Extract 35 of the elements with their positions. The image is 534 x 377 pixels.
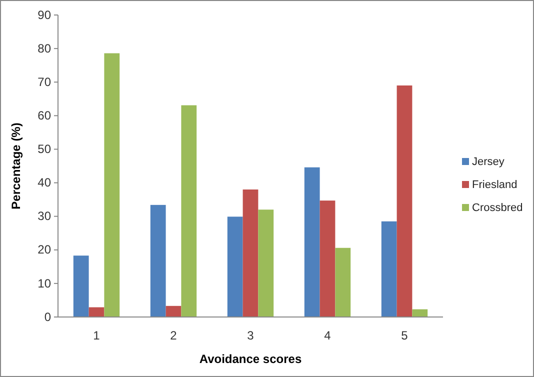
legend-label: Friesland xyxy=(472,179,518,191)
bar xyxy=(320,200,336,317)
bar xyxy=(381,221,397,317)
bar xyxy=(88,307,104,317)
bar xyxy=(304,167,320,317)
y-tick-label: 0 xyxy=(44,310,52,324)
y-axis-title: Percentage (%) xyxy=(9,122,23,210)
y-tick-label: 30 xyxy=(38,209,52,224)
x-tick-label: 4 xyxy=(324,328,332,343)
bar xyxy=(150,204,166,317)
legend-label: Jersey xyxy=(472,156,505,168)
y-tick-label: 90 xyxy=(38,8,52,22)
bar xyxy=(335,248,351,317)
y-tick-label: 80 xyxy=(38,41,52,56)
bar xyxy=(181,105,197,317)
y-tick-label: 50 xyxy=(38,142,52,156)
bar xyxy=(412,309,428,317)
bar xyxy=(258,210,274,317)
x-axis-title: Avoidance scores xyxy=(199,352,302,366)
x-tick-label: 3 xyxy=(247,328,254,343)
y-tick-label: 60 xyxy=(38,108,52,123)
legend-label: Crossbred xyxy=(472,202,523,214)
y-tick-label: 10 xyxy=(38,276,52,290)
y-tick-label: 20 xyxy=(38,242,52,257)
y-tick-label: 70 xyxy=(38,74,52,89)
y-tick-label: 40 xyxy=(38,176,52,190)
bar xyxy=(73,256,89,317)
bar xyxy=(104,53,120,317)
x-tick-label: 5 xyxy=(401,328,408,343)
bar xyxy=(242,189,258,317)
bar xyxy=(166,306,182,317)
x-tick-label: 1 xyxy=(93,328,100,343)
bar xyxy=(396,85,412,317)
bar xyxy=(227,216,243,317)
x-tick-label: 2 xyxy=(170,328,178,343)
